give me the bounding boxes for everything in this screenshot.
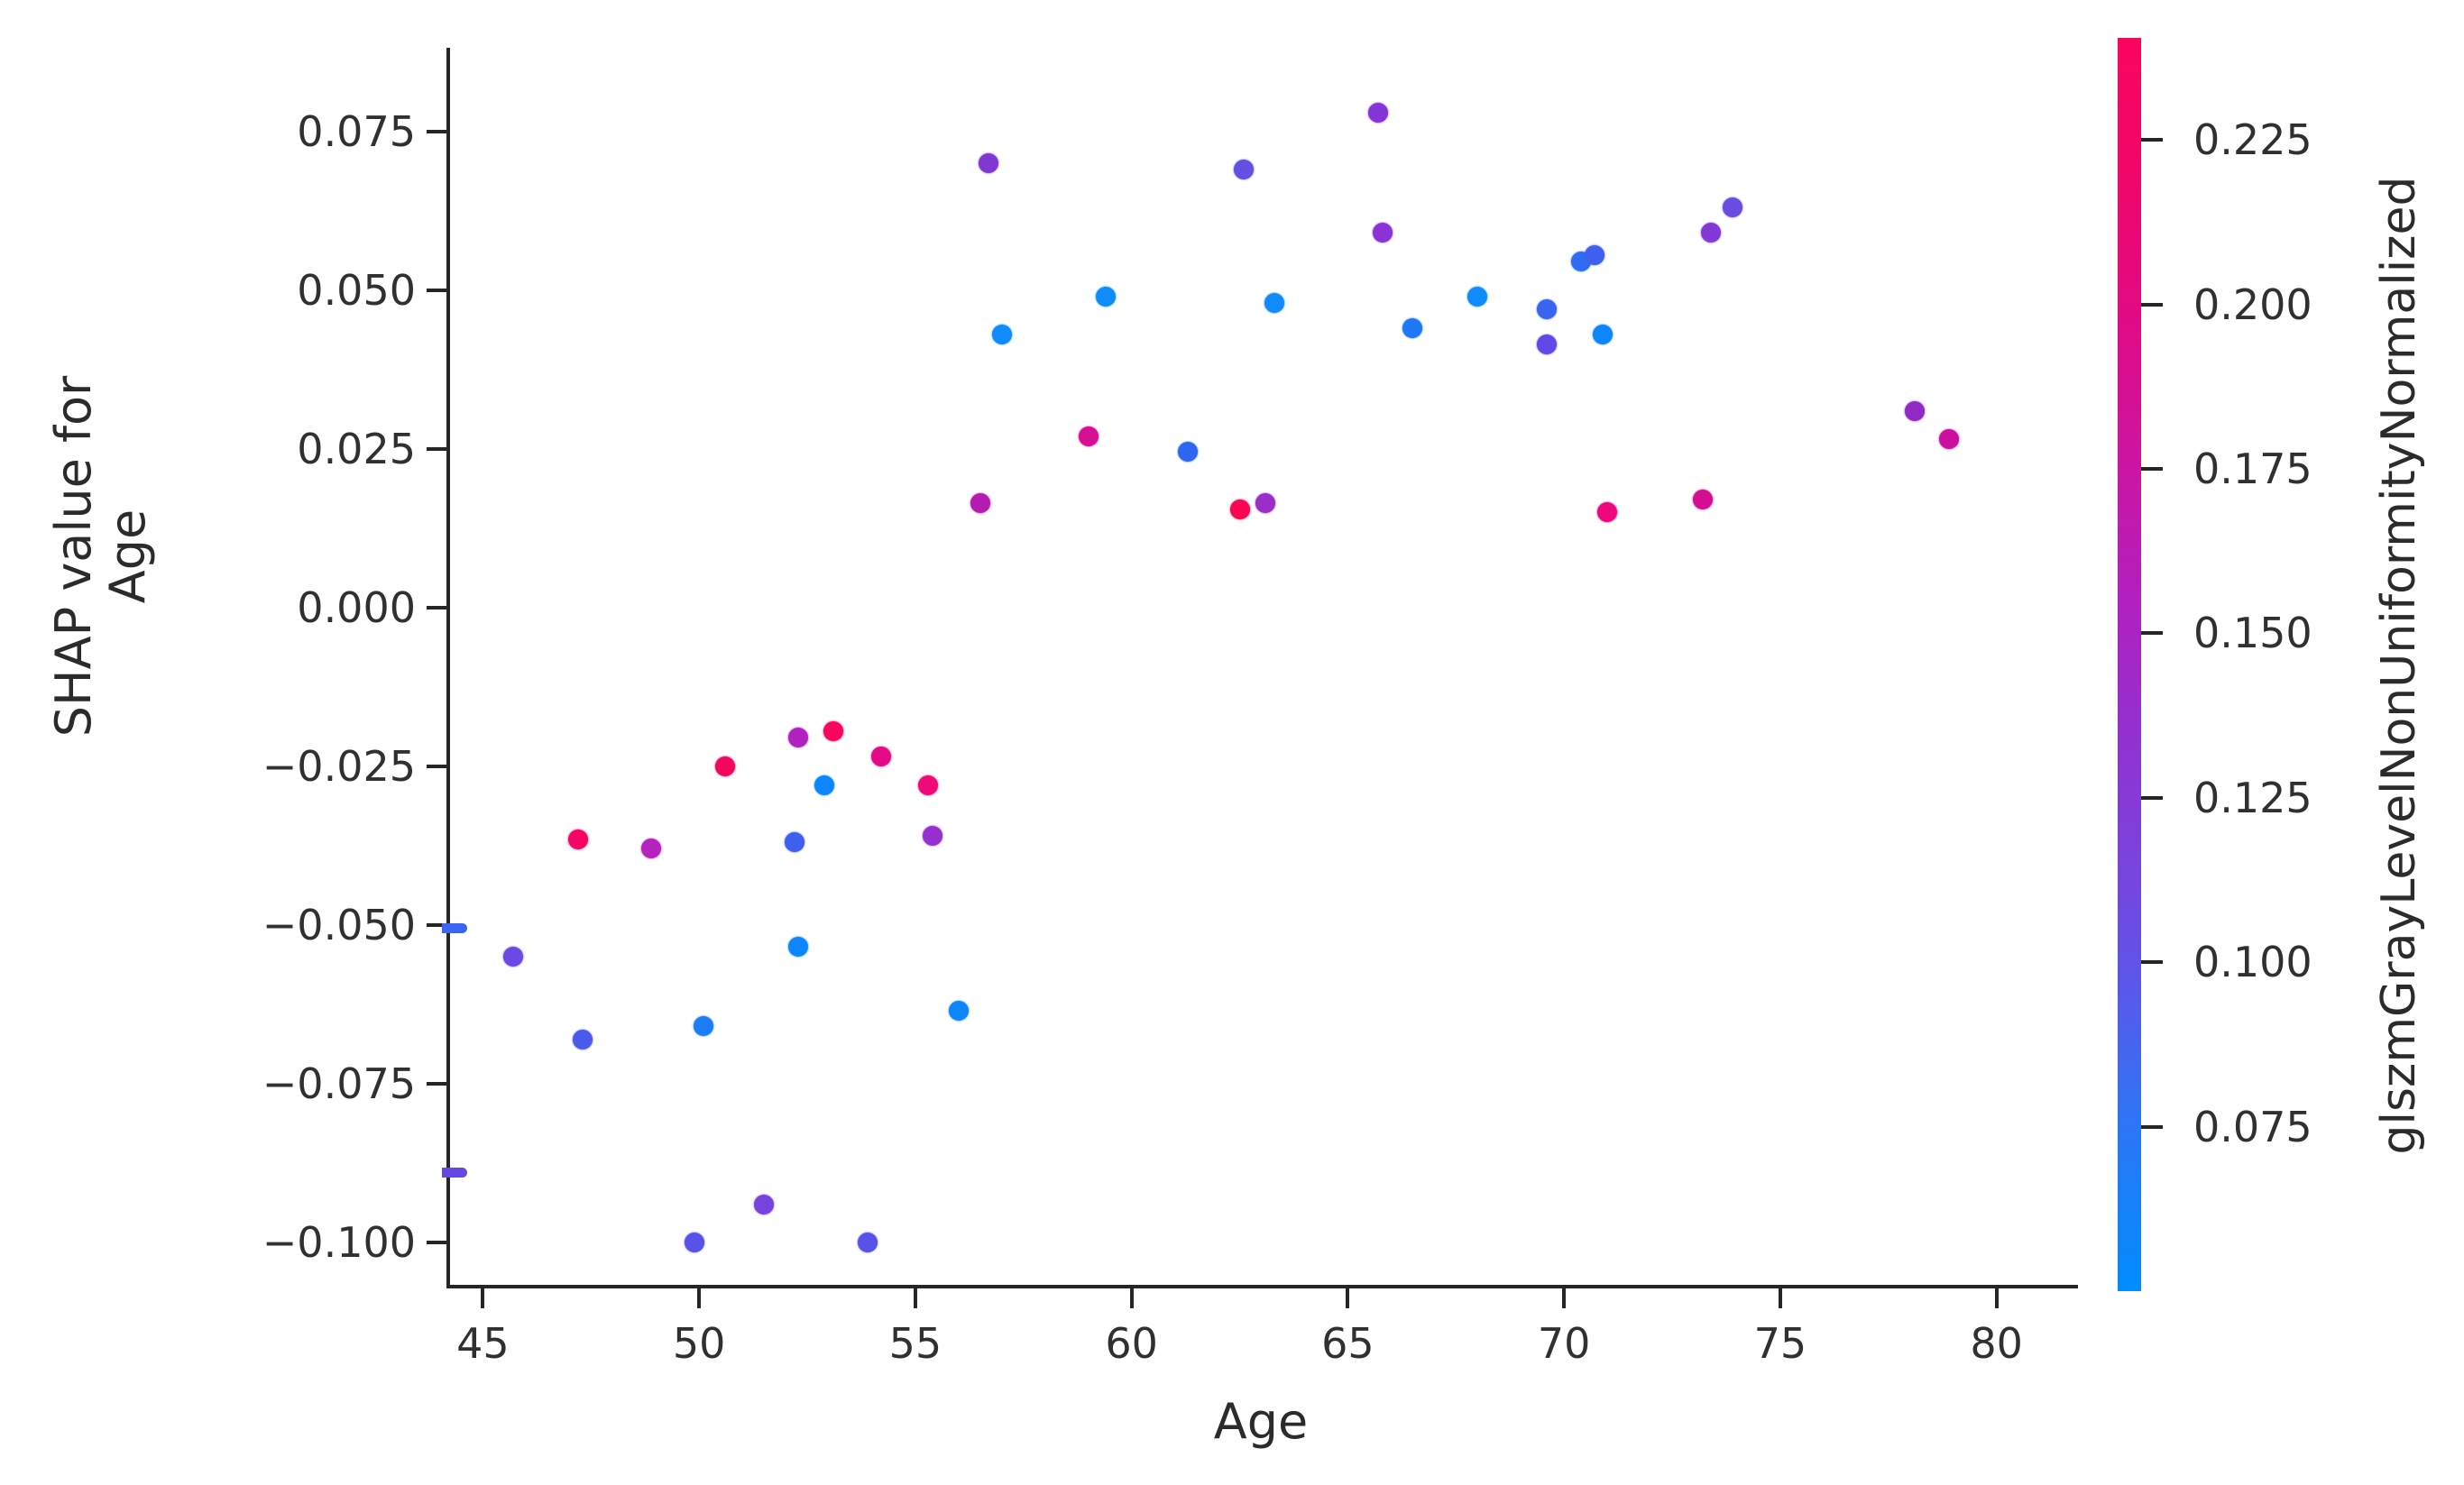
scatter-point [788, 937, 809, 958]
scatter-point [979, 153, 999, 174]
x-tick-label: 70 [1537, 1319, 1591, 1368]
colorbar-tick-label: 0.150 [2193, 609, 2312, 658]
y-axis-label-line2: Age [99, 509, 156, 604]
scatter-point [754, 1194, 775, 1215]
colorbar-tick-label: 0.200 [2193, 280, 2312, 329]
colorbar-tick-label: 0.175 [2193, 444, 2312, 493]
colorbar-tick [2141, 960, 2163, 965]
colorbar-tick [2141, 138, 2163, 142]
y-tick [427, 129, 446, 133]
scatter-point [641, 839, 662, 859]
scatter-point [1584, 245, 1604, 266]
scatter-point [948, 1000, 969, 1021]
y-tick-label: −0.100 [262, 1217, 416, 1267]
scatter-point [572, 1029, 593, 1050]
x-tick [1346, 1288, 1350, 1308]
colorbar-tick-label: 0.100 [2193, 938, 2312, 987]
scatter-point [1904, 400, 1925, 421]
scatter-point [1938, 429, 1959, 450]
scatter-point [1255, 492, 1276, 513]
y-tick [427, 446, 446, 451]
x-tick [481, 1288, 485, 1308]
colorbar-tick-label: 0.225 [2193, 115, 2312, 165]
x-axis-label: Age [1213, 1393, 1309, 1450]
colorbar-tick [2141, 302, 2163, 307]
scatter-point [858, 1232, 878, 1252]
y-axis-label: SHAP value for Age [43, 196, 159, 917]
scatter-point [1372, 223, 1393, 243]
scatter-point [714, 756, 735, 776]
y-tick [427, 288, 446, 292]
y-tick [427, 764, 446, 768]
scatter-point [693, 1016, 713, 1037]
scatter-point [788, 728, 809, 748]
colorbar-tick-label: 0.125 [2193, 773, 2312, 822]
scatter-point [1229, 499, 1250, 519]
scatter-point [1593, 325, 1614, 345]
scatter-point [870, 747, 891, 767]
scatter-point [1402, 318, 1423, 339]
y-axis-label-line1: SHAP value for [44, 375, 102, 738]
y-tick-label: −0.075 [262, 1059, 416, 1108]
x-tick-label: 75 [1753, 1319, 1807, 1368]
y-tick [427, 1240, 446, 1244]
colorbar-tick [2141, 1124, 2163, 1129]
y-tick [427, 605, 446, 610]
y-tick-label: 0.000 [297, 582, 416, 632]
x-tick [1129, 1288, 1134, 1308]
scatter-point [970, 492, 990, 513]
scatter-point [1234, 160, 1255, 180]
y-tick-label: 0.025 [297, 424, 416, 473]
colorbar-tick [2141, 466, 2163, 471]
scatter-point [991, 325, 1012, 345]
scatter-point [1701, 223, 1722, 243]
scatter-point-clipped [442, 922, 467, 933]
y-axis-spine [446, 48, 450, 1288]
x-tick [1994, 1288, 1999, 1308]
scatter-point [685, 1232, 705, 1252]
colorbar-tick-label: 0.075 [2193, 1102, 2312, 1151]
y-tick [427, 1081, 446, 1086]
scatter-point [1597, 502, 1618, 523]
scatter-point [1467, 286, 1488, 307]
colorbar-label: glszmGrayLevelNonUniformityNormalized [2372, 176, 2426, 1155]
scatter-point [1536, 334, 1557, 354]
scatter-point [567, 829, 588, 849]
x-tick-label: 55 [888, 1319, 942, 1368]
scatter-point [1536, 298, 1557, 319]
scatter-point [923, 826, 943, 847]
y-tick-label: −0.025 [262, 741, 416, 791]
x-tick-label: 45 [456, 1319, 510, 1368]
scatter-point [1177, 442, 1198, 463]
scatter-point [784, 832, 804, 853]
scatter-point [918, 775, 939, 795]
scatter-point [823, 721, 843, 742]
scatter-point [502, 947, 523, 967]
y-tick-label: −0.050 [262, 900, 416, 949]
colorbar-tick [2141, 795, 2163, 800]
scatter-point [1367, 102, 1388, 123]
x-tick [913, 1288, 917, 1308]
scatter-point [1095, 286, 1116, 307]
x-tick [1562, 1288, 1567, 1308]
x-tick-label: 80 [1970, 1319, 2023, 1368]
colorbar-gradient [2118, 38, 2141, 1291]
y-tick [427, 922, 446, 927]
x-tick-label: 50 [672, 1319, 726, 1368]
scatter-point [1692, 490, 1713, 510]
scatter-point [1723, 197, 1743, 218]
x-tick-label: 60 [1105, 1319, 1158, 1368]
y-tick-label: 0.075 [297, 106, 416, 156]
colorbar-tick [2141, 631, 2163, 636]
scatter-point-clipped [442, 1167, 467, 1178]
x-tick [1778, 1288, 1782, 1308]
x-axis-spine [446, 1285, 2078, 1288]
scatter-point [1078, 426, 1099, 446]
scatter-point [1264, 292, 1284, 313]
scatter-point [814, 775, 835, 795]
x-tick [697, 1288, 702, 1308]
y-tick-label: 0.050 [297, 265, 416, 315]
x-tick-label: 65 [1321, 1319, 1375, 1368]
